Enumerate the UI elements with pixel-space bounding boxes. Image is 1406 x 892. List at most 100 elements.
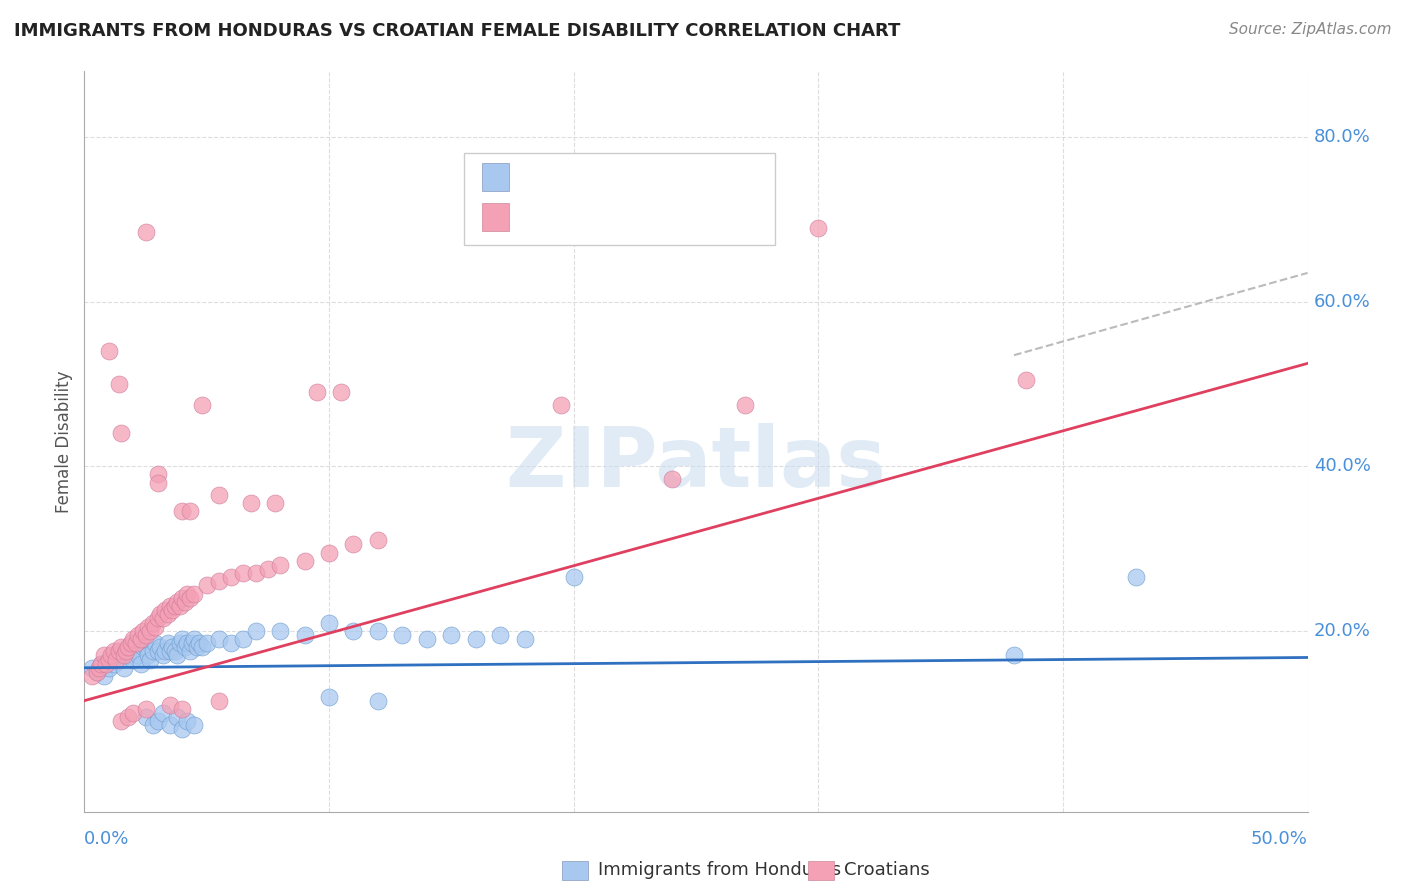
Point [142,644,165,658]
Point [103,657,125,671]
Point [103,644,125,658]
Point [162,640,184,655]
Point [239,496,262,510]
Point [117,710,139,724]
Point [143,619,166,633]
Point [100,648,122,663]
Point [208,488,231,502]
Point [183,587,205,601]
Point [153,603,176,617]
Point [129,657,152,671]
Text: IMMIGRANTS FROM HONDURAS VS CROATIAN FEMALE DISABILITY CORRELATION CHART: IMMIGRANTS FROM HONDURAS VS CROATIAN FEM… [14,22,900,40]
Point [105,652,128,666]
Point [513,632,536,646]
Text: 67: 67 [714,169,737,186]
Point [127,648,149,663]
Point [173,595,195,609]
Text: ZIPatlas: ZIPatlas [506,423,886,504]
Point [318,546,340,560]
Point [86,665,108,679]
Point [93,648,115,663]
Point [146,467,169,482]
Point [367,624,389,638]
Text: 0.582: 0.582 [574,208,626,227]
Point [136,648,159,663]
Text: Croatians: Croatians [844,861,929,879]
Point [183,718,205,732]
Point [195,578,218,592]
Point [186,640,208,655]
Point [120,644,142,658]
Point [257,562,280,576]
Point [105,648,128,663]
Point [110,652,132,666]
Point [734,398,756,412]
Point [166,595,188,609]
Point [550,398,572,412]
Point [125,644,148,658]
Point [112,661,135,675]
Point [132,624,155,638]
Point [191,640,214,655]
Point [489,628,512,642]
Text: Immigrants from Honduras: Immigrants from Honduras [598,861,841,879]
Point [208,574,231,589]
Text: 60.0%: 60.0% [1313,293,1371,310]
Text: N =: N = [637,208,689,227]
Point [152,611,174,625]
Point [142,718,165,732]
Point [172,504,194,518]
Point [97,661,120,675]
Point [122,652,145,666]
Point [110,426,132,441]
Text: 80: 80 [714,208,737,227]
FancyBboxPatch shape [464,153,776,245]
Point [146,714,169,729]
Point [90,657,112,671]
Point [173,640,195,655]
Point [156,636,179,650]
Point [136,619,159,633]
Point [159,599,181,613]
FancyBboxPatch shape [482,203,509,231]
Point [143,636,166,650]
Point [269,624,291,638]
Point [132,640,155,655]
Point [127,628,149,642]
Point [125,636,148,650]
Point [176,714,198,729]
Point [146,644,169,658]
Point [135,225,157,239]
Point [97,652,120,666]
Text: 0.0%: 0.0% [84,830,129,848]
Point [330,385,353,400]
Point [115,644,138,658]
Point [176,587,198,601]
Point [122,632,145,646]
Point [129,632,152,646]
Point [661,471,683,485]
Point [219,570,242,584]
Point [156,607,179,622]
Point [139,652,162,666]
Point [269,558,291,572]
Text: R =: R = [522,208,560,227]
Point [342,624,364,638]
Point [110,640,132,655]
Text: Source: ZipAtlas.com: Source: ZipAtlas.com [1229,22,1392,37]
Point [1125,570,1147,584]
Point [172,591,194,605]
Point [139,624,162,638]
Text: N =: N = [637,169,689,186]
Text: 50.0%: 50.0% [1251,830,1308,848]
Point [367,694,389,708]
Point [232,632,254,646]
Point [163,599,186,613]
Point [172,723,194,737]
Point [188,636,211,650]
Point [122,706,145,720]
Point [318,690,340,704]
Point [159,718,181,732]
Point [169,636,191,650]
Point [146,475,169,490]
